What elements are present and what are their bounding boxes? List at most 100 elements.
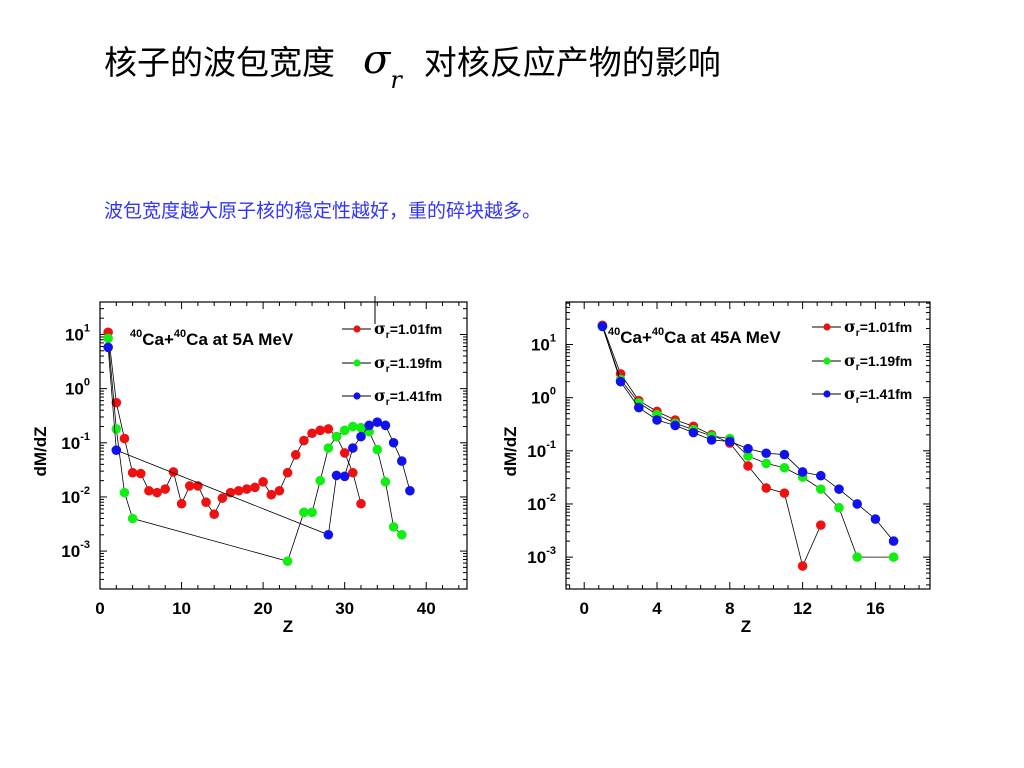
series-line [602, 325, 822, 568]
data-point [111, 445, 122, 455]
subtitle: 波包宽度越大原子核的稳定性越好，重的碎块越多。 [104, 200, 542, 222]
data-point [250, 482, 260, 493]
data-point [176, 498, 187, 509]
title-sigma-symbol: σr [363, 36, 402, 94]
data-point [307, 507, 317, 518]
data-point [388, 522, 399, 532]
x-tick-label: 8 [725, 599, 734, 618]
y-tick-label: 100 [65, 377, 90, 399]
data-point [396, 456, 407, 466]
data-point [348, 443, 358, 453]
series-3: σr=1.41fm [103, 342, 442, 540]
title-sigma-sub: r [390, 65, 402, 94]
series-line [602, 326, 894, 558]
data-point [348, 421, 358, 432]
x-tick-label: 16 [866, 599, 885, 618]
y-tick-label: 10-1 [527, 439, 556, 461]
x-axis-label: Z [741, 617, 751, 636]
data-point [852, 552, 862, 562]
data-point [339, 471, 350, 482]
legend-label: σr=1.01fm [844, 317, 912, 339]
legend-label: σr=1.19fm [844, 351, 912, 373]
data-point [119, 487, 130, 498]
data-point [103, 342, 113, 353]
data-point [217, 493, 228, 503]
legend-marker [823, 357, 831, 365]
page-title: 核子的波包宽度 σr 对核反应产物的影响 [104, 30, 721, 94]
data-point [834, 484, 844, 494]
data-point [743, 461, 753, 471]
legend-label: σr=1.41fm [374, 386, 442, 408]
data-point [348, 467, 358, 478]
title-sigma-char: σ [363, 36, 391, 83]
data-point [761, 448, 771, 459]
y-tick-label: 10-2 [527, 492, 556, 514]
data-point [356, 498, 366, 509]
data-point [282, 467, 293, 478]
data-point [761, 458, 771, 469]
legend-marker [353, 359, 361, 367]
data-point [299, 507, 309, 518]
legend-marker [353, 392, 361, 400]
data-point [119, 433, 130, 444]
data-point [258, 477, 268, 487]
y-tick-label: 10-2 [61, 485, 90, 507]
data-point [634, 402, 644, 413]
data-point [111, 424, 122, 434]
x-tick-label: 12 [793, 599, 812, 618]
y-tick-label: 10-1 [61, 431, 90, 453]
data-point [127, 467, 138, 478]
x-tick-label: 10 [172, 599, 191, 618]
data-point [388, 437, 399, 448]
y-tick-label: 101 [531, 333, 556, 355]
data-point [372, 417, 383, 428]
chart-annotation: 40Ca+40Ca at 45A MeV [608, 326, 781, 347]
x-tick-label: 0 [579, 599, 588, 618]
y-axis-label: dM/dZ [31, 426, 50, 476]
series-2: σr=1.19fm [597, 321, 912, 562]
data-point [888, 552, 899, 562]
data-point [372, 444, 383, 455]
series-line [107, 332, 362, 515]
data-point [152, 487, 162, 498]
data-point [331, 431, 342, 442]
data-point [761, 483, 771, 493]
y-tick-label: 101 [65, 322, 90, 344]
data-point [670, 420, 680, 431]
legend-marker [353, 325, 361, 333]
data-point [103, 333, 113, 344]
x-axis-label: Z [283, 617, 293, 636]
data-point [816, 484, 826, 494]
series-1: σr=1.01fm [103, 319, 442, 520]
x-tick-label: 20 [254, 599, 273, 618]
data-point [743, 451, 753, 461]
data-point [364, 420, 374, 431]
data-point [323, 529, 334, 540]
data-point [706, 435, 717, 445]
chart-annotation: 40Ca+40Ca at 5A MeV [130, 328, 294, 349]
data-point [615, 376, 626, 387]
y-axis-label: dM/dZ [501, 426, 520, 476]
data-point [743, 443, 753, 454]
data-point [888, 536, 899, 546]
data-point [331, 470, 342, 481]
series-line [107, 338, 403, 562]
series-2: σr=1.19fm [103, 333, 442, 567]
legend-label: σr=1.01fm [374, 319, 442, 341]
data-point [339, 448, 350, 458]
data-point [127, 513, 138, 524]
data-point [315, 425, 326, 436]
data-point [307, 428, 317, 439]
data-point [797, 561, 808, 571]
data-point [135, 468, 146, 479]
x-tick-label: 40 [417, 599, 436, 618]
data-point [356, 422, 366, 433]
data-point [339, 425, 350, 436]
y-tick-label: 100 [531, 386, 556, 408]
x-tick-label: 30 [335, 599, 354, 618]
data-point [652, 415, 662, 425]
data-point [816, 520, 826, 530]
data-point [816, 470, 826, 481]
title-text-pre: 核子的波包宽度 [104, 43, 335, 82]
